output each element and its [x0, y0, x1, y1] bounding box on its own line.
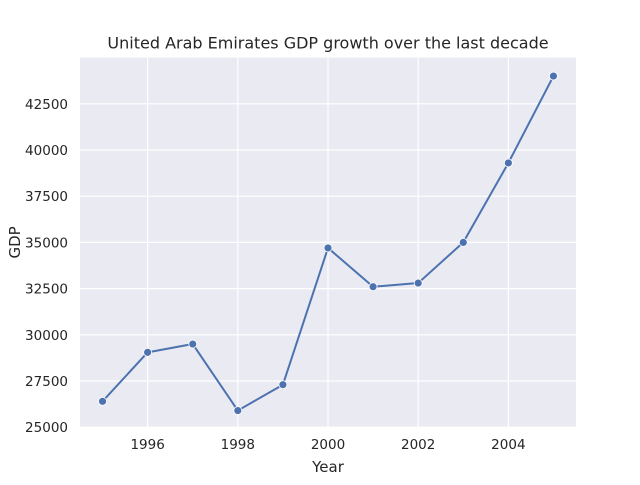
y-tick-label: 40000	[25, 143, 68, 159]
y-tick-label: 27500	[25, 374, 68, 390]
data-point	[98, 396, 107, 406]
y-tick-label: 32500	[25, 282, 68, 298]
grid-lines	[80, 57, 576, 428]
x-tick-label: 1998	[221, 437, 255, 453]
data-point	[188, 339, 198, 349]
y-tick-label: 42500	[25, 97, 68, 113]
series-layer	[98, 71, 558, 415]
y-tick-label: 30000	[25, 328, 68, 344]
y-tick-label: 35000	[25, 235, 68, 251]
x-tick-label: 2000	[311, 437, 345, 453]
y-tick-label: 37500	[25, 189, 68, 205]
x-tick-label: 2004	[491, 437, 525, 453]
data-point	[143, 347, 153, 357]
x-axis-label: Year	[311, 458, 345, 476]
x-tick-label: 2002	[401, 437, 435, 453]
data-point	[278, 380, 288, 390]
data-point	[458, 237, 468, 247]
data-point	[549, 71, 558, 81]
data-point	[323, 243, 333, 253]
data-point	[413, 278, 423, 288]
y-tick-label: 25000	[25, 420, 68, 436]
chart-title: United Arab Emirates GDP growth over the…	[107, 34, 548, 53]
data-point	[503, 158, 513, 168]
tick-labels: 1996 1998 2000 2002 2004 25000 27500 30000 32500…	[25, 97, 525, 453]
data-point	[233, 406, 243, 415]
x-tick-label: 1996	[130, 437, 164, 453]
y-axis-label: GDP	[6, 226, 24, 258]
data-point	[368, 282, 378, 292]
